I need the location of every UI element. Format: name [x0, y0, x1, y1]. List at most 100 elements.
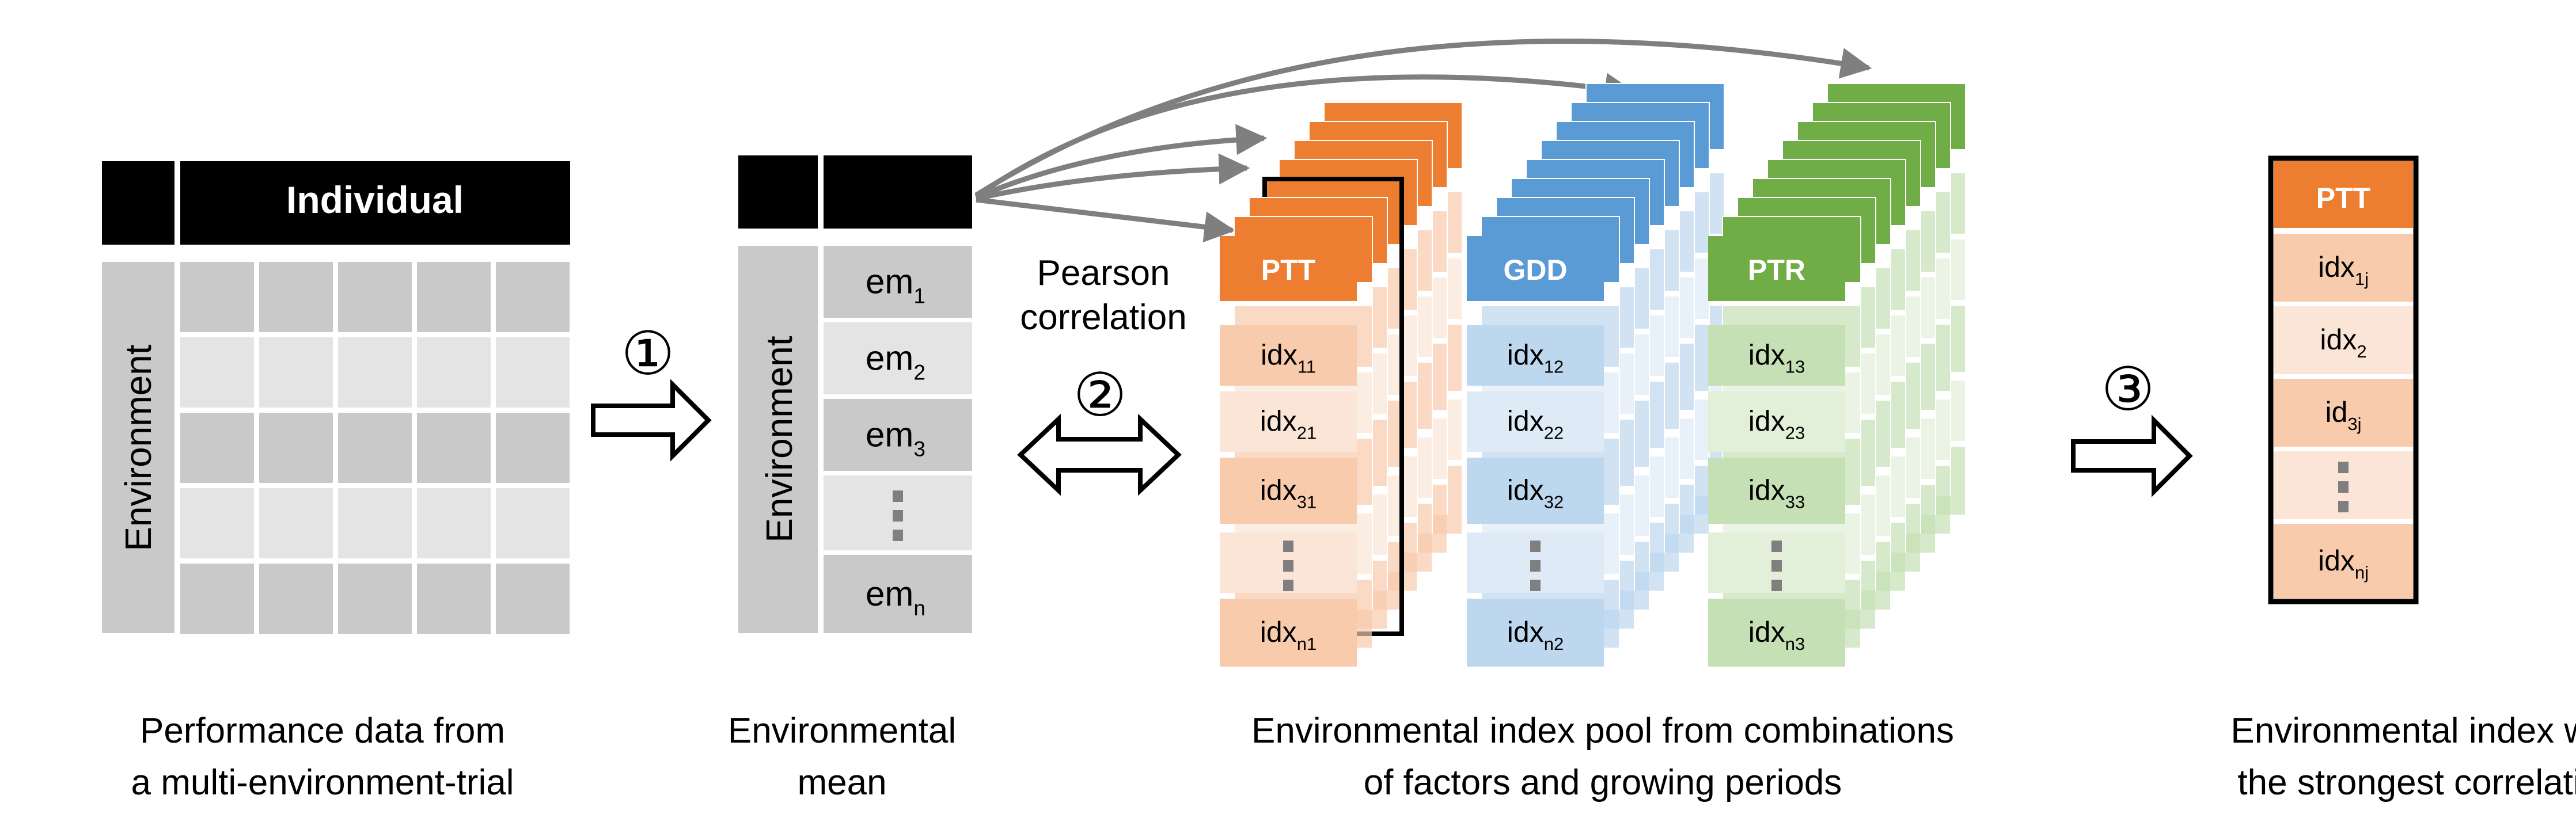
individual-header-bar [180, 161, 570, 245]
index-value-ptr-subscript: n3 [1785, 634, 1805, 654]
index-value-ptr-base: idx [1748, 405, 1785, 437]
best-index-header-label: PTT [2316, 182, 2370, 214]
index-value-ptr-subscript: 33 [1785, 492, 1805, 512]
stack-front-cell [1708, 391, 1845, 452]
performance-grid-cell [496, 564, 570, 634]
performance-grid [180, 262, 570, 634]
link-arrow-to-ptt-back [975, 124, 1268, 200]
performance-grid-cell [338, 564, 412, 634]
best-index-value: idx2 [2320, 324, 2366, 362]
performance-grid-cell [180, 262, 254, 332]
stack-front-cell [1220, 325, 1357, 386]
ellipsis-dot [1283, 580, 1293, 591]
stack-front-cell [1708, 599, 1845, 667]
index-value-gdd: idx22 [1507, 405, 1564, 443]
ellipsis-dot [1771, 580, 1782, 591]
mean-cell [824, 246, 972, 318]
ellipsis-dot [1771, 560, 1782, 572]
mean-value-em-2: em2 [866, 339, 925, 385]
mean-value-em-3-subscript: 3 [913, 437, 925, 461]
stack-front-cell [1220, 458, 1357, 524]
best-index-value: id3j [2325, 396, 2361, 434]
index-value-gdd-base: idx [1507, 339, 1544, 371]
best-index-value-base: id [2325, 396, 2347, 428]
pool-caption-line-2: of factors and growing periods [1364, 763, 1842, 802]
index-value-ptt-base: idx [1260, 474, 1297, 507]
performance-data-panel: Individual Environment Performance data … [102, 161, 570, 802]
ellipsis-dot [1283, 560, 1293, 572]
performance-grid-cell [338, 488, 412, 558]
mean-value-em-n-subscript: n [913, 596, 925, 620]
stack-front-header [1220, 236, 1357, 301]
index-value-ptt-subscript: 31 [1297, 492, 1317, 512]
index-value-ptr-base: idx [1748, 616, 1785, 648]
performance-grid-cell [259, 488, 333, 558]
stack-header-label: PTT [1261, 254, 1315, 286]
mean-cell [824, 555, 972, 633]
performance-grid-cell [259, 337, 333, 408]
best-caption-line-1: Environmental index with [2230, 711, 2576, 751]
performance-grid-cell [259, 262, 333, 332]
stack-front-cell [1220, 391, 1357, 452]
ellipsis-dot [2338, 501, 2349, 512]
best-index-value-base: idx [2318, 545, 2355, 577]
index-value-gdd-subscript: n2 [1544, 634, 1564, 654]
performance-grid-cell [417, 262, 491, 332]
stack-header-label: PTR [1748, 254, 1805, 286]
index-value-ptr: idxn3 [1748, 616, 1805, 654]
index-value-ptt: idx31 [1260, 474, 1317, 512]
mean-value-em-1-base: em [866, 262, 913, 301]
performance-grid-cell [496, 262, 570, 332]
performance-grid-cell [338, 262, 412, 332]
stack-front-cell [1220, 599, 1357, 667]
best-index-value-subscript: 3j [2347, 414, 2361, 434]
index-value-gdd-subscript: 32 [1544, 492, 1564, 512]
step-2-arrow: ② Pearson correlation [1017, 253, 1187, 496]
mean-caption-line-1: Environmental [728, 711, 956, 751]
ellipsis-dot [1530, 541, 1541, 552]
mean-value-em-3-base: em [866, 416, 913, 454]
pool-caption-line-1: Environmental index pool from combinatio… [1251, 711, 1954, 751]
mean-value-em-2-subscript: 2 [913, 361, 925, 385]
performance-grid-cell [496, 413, 570, 483]
stack-front-cell [1467, 599, 1604, 667]
mean-value-em-n: emn [866, 575, 925, 620]
index-value-gdd: idx32 [1507, 474, 1564, 512]
performance-grid-cell [496, 488, 570, 558]
index-value-gdd-base: idx [1507, 474, 1544, 507]
step-3-hollow-arrow [2071, 414, 2193, 497]
performance-grid-cell [180, 564, 254, 634]
environment-row-bar [102, 262, 174, 633]
index-value-ptr-base: idx [1748, 474, 1785, 507]
link-arrow-to-ptt-front [976, 197, 1236, 243]
individual-header-label: Individual [286, 178, 464, 221]
index-value-ptt: idxn1 [1260, 616, 1317, 654]
best-index-value-subscript: 1j [2355, 269, 2369, 289]
best-index-cell [2274, 306, 2413, 374]
best-index-cell [2274, 234, 2413, 302]
best-caption-line-2: the strongest correlation [2237, 763, 2576, 802]
correlation-label-line-1: Pearson [1037, 253, 1170, 293]
best-index-value-base: idx [2318, 251, 2355, 283]
best-index-value-subscript: 2 [2357, 341, 2366, 362]
step-1-hollow-arrow [591, 379, 712, 462]
correlation-link-arrows [974, 39, 1872, 243]
performance-grid-cell [417, 413, 491, 483]
stack-front-cell [1467, 458, 1604, 524]
mean-caption-line-2: mean [797, 763, 886, 802]
index-pool-panel: PTTidx11idx21idx31idxn1GDDidx12idx22idx3… [1220, 83, 1966, 667]
index-value-ptt-subscript: n1 [1297, 634, 1317, 654]
stack-front-cell [1467, 325, 1604, 386]
stack-front-cell [1467, 391, 1604, 452]
ellipsis-dot [1283, 541, 1293, 552]
index-value-gdd-subscript: 12 [1544, 357, 1564, 377]
index-value-ptr: idx13 [1748, 339, 1805, 377]
index-value-ptt: idx11 [1261, 339, 1316, 377]
mean-corner-header [738, 155, 818, 229]
mean-value-em-2-base: em [866, 339, 913, 378]
performance-grid-cell [417, 564, 491, 634]
index-value-ptt: idx21 [1260, 405, 1317, 443]
index-value-gdd-base: idx [1507, 405, 1544, 437]
